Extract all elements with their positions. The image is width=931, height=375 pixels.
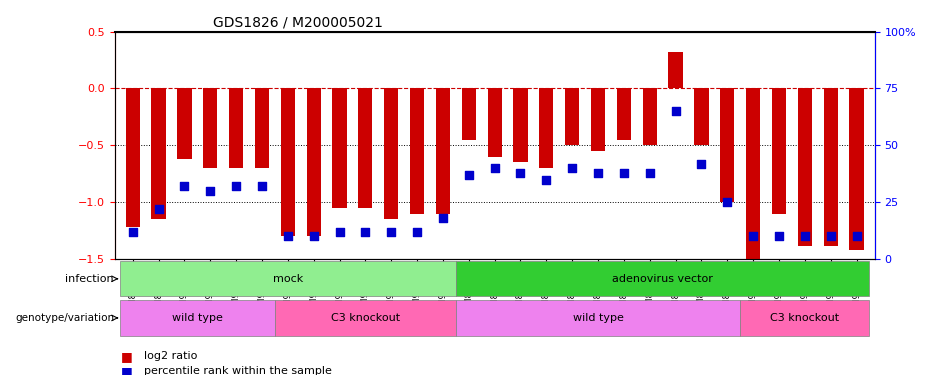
Point [823,234,838,240]
Text: ■: ■ [121,350,133,363]
Point [720,200,735,206]
Point [487,165,502,171]
Text: percentile rank within the sample: percentile rank within the sample [144,366,332,375]
FancyBboxPatch shape [456,300,740,336]
Bar [385,88,398,219]
Bar [281,88,295,237]
Point [203,188,218,194]
Text: ■: ■ [121,365,133,375]
Bar [358,88,372,208]
Bar [616,88,631,140]
Bar [229,88,243,168]
Text: C3 knockout: C3 knockout [331,313,400,323]
Point [668,108,683,114]
Point [616,170,631,176]
Point [642,170,657,176]
Bar [642,88,657,146]
FancyBboxPatch shape [120,261,456,296]
Bar [203,88,217,168]
Text: log2 ratio: log2 ratio [144,351,197,361]
Bar [539,88,553,168]
Point [384,229,398,235]
Point [565,165,580,171]
Text: genotype/variation: genotype/variation [15,313,115,323]
Point [539,177,554,183]
Text: wild type: wild type [573,313,624,323]
Point [746,234,761,240]
Bar [152,88,166,219]
Point [358,229,372,235]
Bar [746,88,761,259]
Point [694,160,708,166]
Bar [591,88,605,151]
Point [332,229,347,235]
Bar [255,88,269,168]
Bar [695,88,708,146]
Point [410,229,425,235]
Point [772,234,787,240]
Point [462,172,477,178]
Point [126,229,141,235]
Point [436,215,451,221]
Bar [126,88,140,227]
Bar [824,88,838,246]
Bar [306,88,321,237]
Point [306,234,321,240]
Bar [798,88,812,246]
Text: GDS1826 / M200005021: GDS1826 / M200005021 [213,15,384,29]
Bar [772,88,786,214]
FancyBboxPatch shape [120,300,275,336]
Bar [721,88,735,202]
Point [177,183,192,189]
Point [254,183,269,189]
Bar [849,88,864,250]
Bar [410,88,425,214]
Bar [462,88,476,140]
Point [151,206,166,212]
Text: adenovirus vector: adenovirus vector [613,274,713,284]
Point [798,234,813,240]
Bar [668,52,682,88]
Bar [177,88,192,159]
Bar [488,88,502,157]
Point [229,183,244,189]
Bar [565,88,579,146]
FancyBboxPatch shape [740,300,870,336]
Bar [513,88,528,162]
Text: mock: mock [273,274,303,284]
FancyBboxPatch shape [456,261,870,296]
Text: C3 knockout: C3 knockout [770,313,840,323]
Bar [436,88,450,214]
Text: infection: infection [65,274,115,284]
Point [280,234,295,240]
Point [849,234,864,240]
Point [513,170,528,176]
Bar [332,88,346,208]
Point [590,170,605,176]
Text: wild type: wild type [172,313,223,323]
FancyBboxPatch shape [275,300,456,336]
